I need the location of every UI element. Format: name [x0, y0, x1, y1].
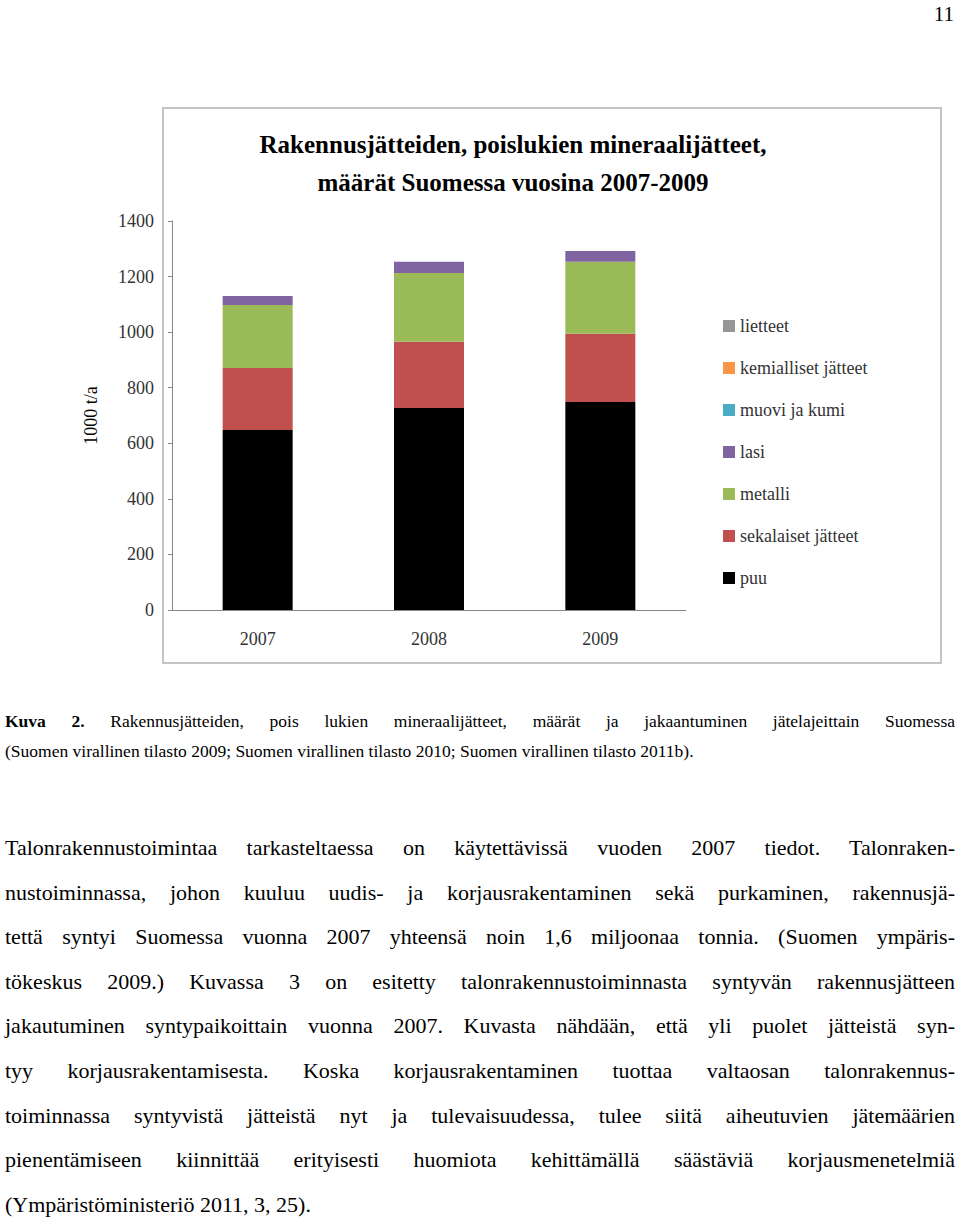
- svg-text:lasi: lasi: [740, 442, 765, 462]
- svg-text:1000: 1000: [118, 322, 154, 342]
- html-text:tökeskus 2009.) Kuvassa 3 on e: tökeskus 2009.) Kuvassa 3 on esitetty ta…: [5, 968, 955, 994]
- svg-text:puu: puu: [740, 568, 767, 588]
- html-text:11: 11: [933, 2, 954, 26]
- svg-text:200: 200: [127, 544, 154, 564]
- html-text:toiminnassa syntyvistä jätteis: toiminnassa syntyvistä jätteistä nyt ja …: [5, 1102, 955, 1128]
- html-text:tyy korjausrakentamisesta. Kos: tyy korjausrakentamisesta. Koska korjaus…: [5, 1058, 955, 1083]
- svg-text:0: 0: [145, 600, 154, 620]
- html-text:Kuva 2. Rakennusjätteiden, poi: Kuva 2. Rakennusjätteiden, pois lukien m…: [5, 711, 955, 731]
- svg-text:lietteet: lietteet: [740, 316, 789, 336]
- svg-text:muovi ja kumi: muovi ja kumi: [740, 400, 845, 420]
- svg-text:1000 t/a: 1000 t/a: [81, 386, 101, 445]
- svg-text:sekalaiset jätteet: sekalaiset jätteet: [740, 526, 858, 546]
- html-text:pienentämiseen kiinnittää erit: pienentämiseen kiinnittää erityisesti hu…: [5, 1147, 955, 1173]
- svg-text:600: 600: [127, 433, 154, 453]
- svg-text:metalli: metalli: [740, 484, 790, 504]
- html-text:nustoiminnassa, johon kuuluu u: nustoiminnassa, johon kuuluu uudis- ja k…: [5, 879, 955, 905]
- svg-text:2008: 2008: [411, 629, 447, 649]
- svg-text:400: 400: [127, 489, 154, 509]
- html-text:jakautuminen syntypaikoittain: jakautuminen syntypaikoittain vuonna 200…: [5, 1013, 955, 1039]
- svg-text:1400: 1400: [118, 211, 154, 231]
- html-text:Talonrakennustoimintaa tarkast: Talonrakennustoimintaa tarkasteltaessa o…: [5, 835, 955, 860]
- html-text:(Suomen virallinen tilasto 200: (Suomen virallinen tilasto 2009; Suomen …: [5, 741, 694, 761]
- svg-text:1200: 1200: [118, 267, 154, 287]
- html-text:(Ympäristöministeriö 2011, 3,: (Ympäristöministeriö 2011, 3, 25).: [5, 1191, 311, 1217]
- svg-text:2007: 2007: [240, 629, 276, 649]
- svg-text:800: 800: [127, 378, 154, 398]
- svg-text:Rakennusjätteiden, poislukien: Rakennusjätteiden, poislukien mineraalij…: [260, 131, 767, 158]
- svg-text:2009: 2009: [582, 629, 618, 649]
- svg-text:kemialliset jätteet: kemialliset jätteet: [740, 358, 867, 378]
- html-text:tettä syntyi Suomessa vuonna 2: tettä syntyi Suomessa vuonna 2007 yhteen…: [5, 924, 955, 950]
- svg-text:määrät Suomessa vuosina 2007-2: määrät Suomessa vuosina 2007-2009: [318, 169, 709, 196]
